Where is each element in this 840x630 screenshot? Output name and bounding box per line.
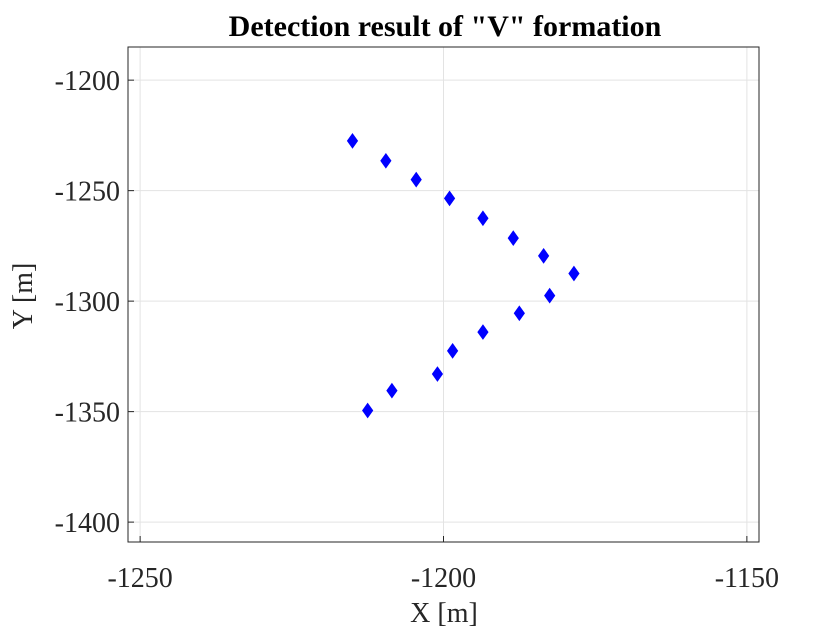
data-point [477,324,489,340]
x-axis-label: X [m] [410,598,478,629]
y-tick-label: -1200 [55,66,120,97]
data-point [410,171,422,188]
data-points [346,133,580,419]
x-axis-ticks: -1250 -1200 -1150 [107,536,779,594]
data-point [544,287,556,304]
y-axis-label: Y [m] [8,263,39,330]
y-tick-label: -1400 [55,508,120,539]
y-tick-label: -1300 [55,287,120,318]
x-tick-label: -1250 [107,563,172,594]
x-tick-label: -1200 [411,563,476,594]
data-point [537,247,550,264]
data-point [513,305,525,322]
data-point [507,230,519,247]
y-tick-label: -1250 [55,177,120,208]
data-point [346,133,359,149]
data-point [477,210,489,227]
y-axis-ticks: -1200 -1250 -1300 -1350 -1400 [55,66,134,539]
data-point [568,265,580,282]
data-point [443,190,456,207]
chart-title: Detection result of "V" formation [229,10,662,43]
x-tick-label: -1150 [715,563,779,594]
y-tick-label: -1350 [55,398,120,429]
data-point [386,382,398,399]
data-point [431,366,444,382]
data-point [362,402,374,419]
grid-lines [128,47,759,542]
data-point [446,342,459,359]
data-point [380,152,392,169]
